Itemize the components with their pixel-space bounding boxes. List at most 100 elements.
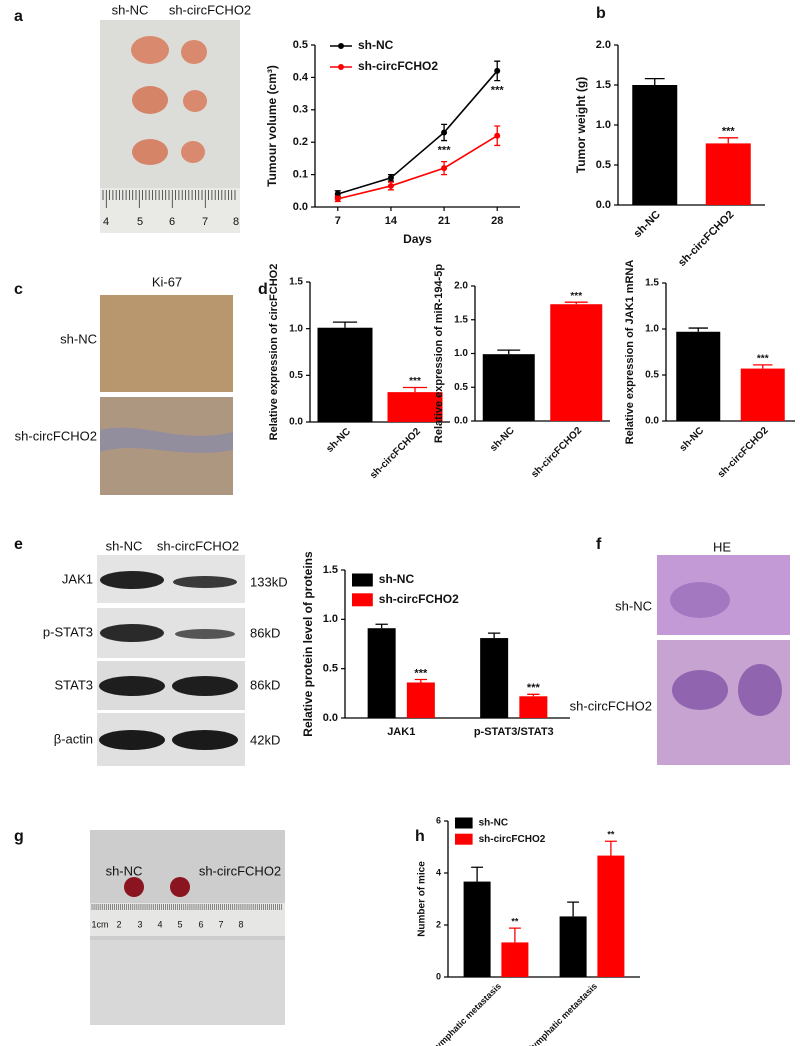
y-tick-label: 0.0 (645, 416, 659, 427)
data-point (494, 132, 501, 139)
row-label: sh-circFCHO2 (15, 428, 97, 443)
y-tick-label: 0.5 (323, 663, 338, 675)
data-point (387, 182, 394, 189)
error-bar (564, 301, 588, 305)
significance-label: *** (491, 85, 505, 97)
protein-label: JAK1 (62, 571, 93, 586)
data-point (334, 191, 341, 198)
bar (676, 331, 721, 421)
panel-letter: c (14, 281, 23, 298)
y-tick-label: 1.0 (645, 324, 659, 335)
significance-label: ** (607, 830, 615, 840)
y-axis-label: Relative expression of JAK1 mRNA (624, 260, 636, 445)
size-label: 86kD (250, 625, 280, 640)
y-tick-label: 0.1 (293, 169, 308, 181)
significance-label: *** (414, 667, 428, 679)
data-point (441, 129, 448, 136)
tumor (181, 40, 207, 64)
error-bar (487, 632, 501, 639)
ruler-label: 6 (169, 216, 175, 228)
chart: 0.0 0.1 0.2 0.3 0.4 0.5 Tumour volume (cm³) 7 14… (265, 38, 520, 246)
x-tick-label: Lymphatic metastasis (430, 981, 503, 1046)
x-tick-label: Non-lymphatic metastasis (513, 981, 599, 1046)
image-title: HE (713, 539, 731, 554)
bar (740, 368, 785, 421)
size-label: 42kD (250, 732, 280, 747)
x-axis-label: Days (403, 232, 432, 246)
y-axis-label: Tumour volume (cm³) (265, 65, 279, 187)
bar (406, 682, 435, 718)
y-tick-label: 4 (436, 867, 441, 877)
chart: 0.0 0.5 1.0 1.5 2.0 Relative expression of mi… (433, 264, 610, 480)
tumor (181, 141, 205, 163)
data-line (337, 70, 498, 195)
significance-label: *** (757, 354, 769, 365)
y-tick-label: 0.2 (293, 136, 308, 148)
ruler-ticks (102, 190, 236, 208)
significance-label: *** (409, 376, 421, 387)
bar (519, 696, 548, 718)
legend-swatch (352, 573, 373, 587)
photo-label: sh-circFCHO2 (199, 863, 281, 878)
y-tick-label: 0.5 (454, 382, 468, 393)
ruler-label: 5 (137, 216, 143, 228)
y-tick-label: 0.0 (289, 417, 303, 428)
ruler-label: 4 (103, 216, 109, 228)
y-tick-label: 1.5 (596, 79, 611, 91)
ruler-label: 8 (233, 216, 239, 228)
chart: 0.0 0.5 1.0 1.5 Relative expression of circF… (268, 264, 450, 481)
ruler-label: 2 (116, 919, 121, 929)
data-line (337, 135, 498, 200)
y-tick-label: 1.0 (596, 119, 611, 131)
data-point (334, 195, 341, 202)
legend-marker (338, 64, 344, 70)
image-title: Ki-67 (152, 274, 182, 289)
y-axis-label: Tumor weight (g) (574, 77, 588, 173)
western-blot (97, 555, 245, 766)
ruler-label: 1cm (91, 919, 108, 929)
error-bar (402, 386, 428, 393)
legend-label: sh-circFCHO2 (479, 834, 546, 845)
error-bar (567, 901, 580, 917)
blot-band (172, 730, 238, 750)
x-tick-label: sh-circFCHO2 (676, 209, 736, 269)
panel-letter: a (14, 8, 23, 25)
panel-letter: f (596, 536, 602, 553)
significance-label: *** (722, 126, 736, 138)
panel-letter: b (596, 5, 606, 22)
row-label: sh-NC (60, 331, 97, 346)
x-tick-label: sh-circFCHO2 (529, 425, 584, 480)
data-point (387, 174, 394, 181)
error-bar (508, 927, 521, 943)
ruler-label: 7 (202, 216, 208, 228)
bar (597, 855, 625, 977)
x-tick-label: sh-NC (678, 425, 707, 454)
error-bar (375, 623, 388, 629)
legend-label: sh-circFCHO2 (358, 59, 438, 73)
y-tick-label: 0 (436, 971, 441, 981)
error-bar (604, 840, 617, 856)
he-tissue (672, 670, 728, 710)
y-tick-label: 0.3 (293, 104, 308, 116)
y-tick-label: 1.0 (323, 613, 338, 625)
y-axis-label: Number of mice (417, 861, 428, 937)
error-bar (527, 693, 540, 697)
x-tick-label: sh-NC (324, 426, 353, 455)
photo-label: sh-NC (106, 863, 143, 878)
tumor (183, 90, 207, 112)
error-bar (414, 678, 428, 683)
y-tick-label: 2.0 (596, 39, 611, 51)
legend-swatch (352, 593, 373, 607)
tumor (131, 36, 169, 64)
panel-letter: h (415, 828, 425, 845)
data-point (494, 67, 501, 74)
column-label: sh-NC (106, 538, 143, 553)
bar (550, 304, 603, 421)
ruler-label: 3 (137, 919, 142, 929)
ruler-label: 7 (218, 919, 223, 929)
bar (482, 354, 535, 421)
error-bar (332, 321, 358, 328)
error-bar (497, 349, 521, 355)
error-bar (471, 866, 484, 882)
